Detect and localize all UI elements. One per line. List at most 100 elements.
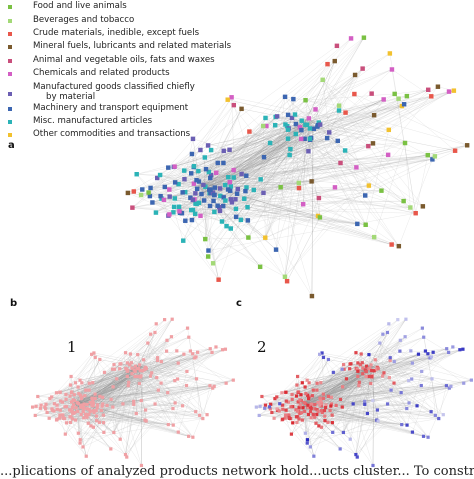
panel-c-node [363, 402, 367, 406]
panel-c-node [366, 374, 370, 379]
panel-b-node [78, 393, 83, 397]
panel-b-node [63, 432, 67, 436]
panel-b-node [74, 406, 78, 410]
panel-b-node [78, 378, 82, 382]
panel-c-node [444, 384, 449, 388]
legend-label: Animal and vegetable oils, fats and waxe… [33, 55, 215, 65]
panel-a-node [210, 190, 216, 195]
panel-c-node [284, 390, 288, 394]
panel-a-node [293, 131, 299, 137]
panel-c-node [311, 388, 315, 392]
panel-c-node [381, 374, 385, 378]
panel-b-node [87, 412, 91, 417]
panel-b-node [188, 349, 193, 353]
panel-b-node [136, 366, 141, 371]
panel-b-node [78, 441, 82, 445]
panel-a-node [389, 242, 394, 247]
panel-a-node [425, 152, 430, 158]
panel-b-node [176, 361, 180, 365]
panel-a-node [182, 168, 187, 173]
panel-a-node [211, 198, 216, 204]
panel-b-node [38, 406, 42, 410]
panel-c-node [319, 409, 324, 413]
panel-c-node [267, 405, 272, 409]
panel-a-node [189, 171, 194, 176]
panel-c-node [329, 395, 333, 399]
panel-a-node [273, 247, 279, 252]
panel-a-node [190, 197, 195, 203]
panel-b-node [70, 400, 74, 404]
panel-c-node [421, 434, 426, 438]
panel-c-node [429, 410, 433, 414]
panel-b-node [39, 403, 43, 407]
legend-label: Manufactured goods classified chiefly [33, 82, 195, 92]
panel-a-node [420, 204, 426, 209]
panel-a-node [228, 197, 234, 202]
panel-c-node [320, 410, 324, 415]
panel-a-node [233, 214, 239, 220]
panel-b-node [127, 380, 131, 384]
panel-b-node [76, 431, 80, 435]
panel-a-node [217, 186, 223, 191]
panel-a-node [182, 176, 187, 182]
panel-b-node [95, 403, 100, 407]
panel-c-node [272, 416, 276, 420]
panel-b-node [89, 424, 93, 428]
panel-c-node [368, 366, 372, 371]
panel-c-node [302, 400, 306, 405]
panel-c-node [338, 397, 343, 402]
panel-a-node [278, 185, 283, 190]
panel-b-node [194, 355, 198, 359]
panel-c-node [284, 413, 288, 417]
panel-a-node [332, 58, 337, 64]
panel-a-node [198, 147, 203, 153]
panel-b-node [92, 351, 96, 355]
panel-a-node [213, 170, 219, 176]
panel-b-node [136, 353, 140, 357]
panel-b-node [91, 425, 96, 429]
panel-a-node [370, 141, 376, 146]
panel-b-node [71, 398, 75, 402]
panel-c-node [281, 417, 285, 421]
panel-c-node [364, 364, 369, 368]
panel-b-node [194, 377, 199, 381]
panel-b-node [80, 381, 84, 385]
panel-b-node [231, 378, 235, 382]
panel-c-node [295, 383, 299, 387]
panel-b-node [137, 381, 141, 386]
panel-a-node [233, 206, 239, 212]
panel-b-node [111, 405, 115, 409]
panel-c-node [356, 369, 360, 373]
panel-c-node [458, 348, 462, 352]
panel-c-node [367, 353, 371, 357]
panel-a-node [189, 151, 195, 157]
panel-a-node [289, 115, 295, 121]
panel-b-node [79, 397, 83, 401]
panel-b-node [86, 421, 90, 425]
panel-c-node [305, 378, 309, 382]
panel-a-node [334, 43, 340, 49]
panel-a-node [327, 130, 332, 135]
panel-b-node [85, 407, 89, 411]
panel-c-node [296, 400, 300, 404]
panel-c-node [361, 366, 365, 370]
panel-a-node [430, 157, 435, 162]
panel-b-node [82, 402, 86, 406]
panel-c-node [373, 358, 377, 362]
panel-a-node [309, 293, 315, 299]
panel-a-node [274, 114, 280, 119]
panel-b-node [50, 407, 54, 411]
panel-a-node [303, 98, 308, 103]
panel-a-node [162, 184, 168, 190]
panel-c-node [354, 452, 358, 457]
panel-c-node [405, 423, 409, 427]
legend-swatch [8, 5, 12, 9]
panel-b-node [164, 349, 169, 353]
panel-c-node [323, 405, 328, 410]
panel-b-node [87, 381, 91, 385]
panel-c-node [387, 376, 391, 380]
panel-c-node [268, 407, 272, 411]
panel-c-node [330, 413, 334, 417]
panel-a-node [223, 182, 228, 188]
panel-a-node [207, 203, 213, 209]
